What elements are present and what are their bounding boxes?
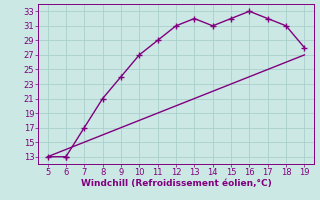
X-axis label: Windchill (Refroidissement éolien,°C): Windchill (Refroidissement éolien,°C) — [81, 179, 271, 188]
